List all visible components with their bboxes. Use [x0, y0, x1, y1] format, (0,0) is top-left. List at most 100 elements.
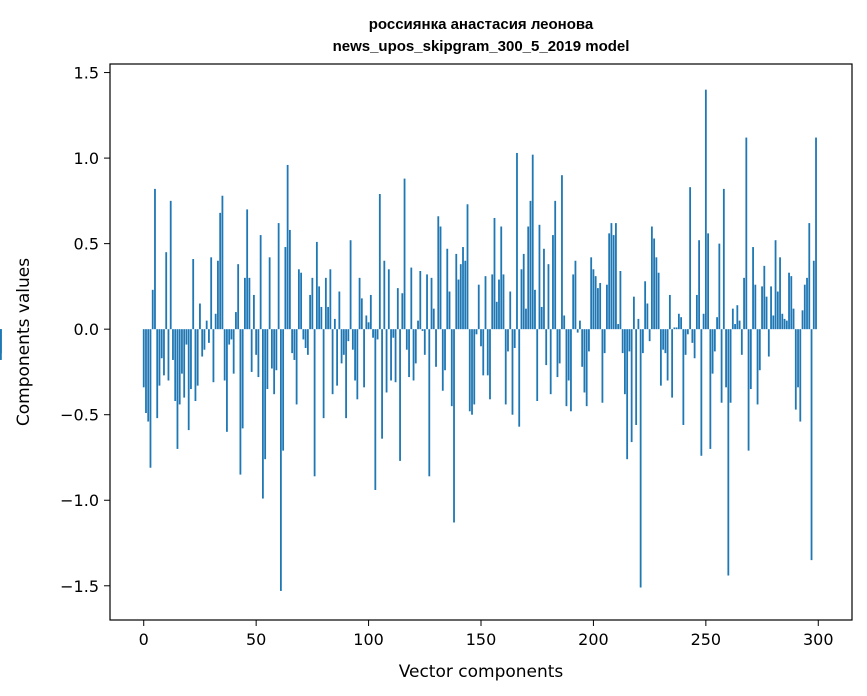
- chart-subtitle: news_upos_skipgram_300_5_2019 model: [333, 38, 630, 55]
- bar: [722, 188, 725, 330]
- bar: [336, 329, 338, 386]
- bar: [356, 329, 359, 400]
- bar: [244, 277, 246, 330]
- bar: [603, 329, 606, 354]
- bar: [450, 329, 453, 407]
- bar: [630, 329, 633, 443]
- bar: [419, 271, 422, 330]
- bar: [462, 247, 464, 330]
- bar: [169, 200, 172, 330]
- y-tick-label: 1.5: [74, 64, 99, 83]
- bar: [761, 286, 763, 330]
- bar: [745, 137, 748, 330]
- bar: [540, 306, 543, 330]
- bar: [734, 324, 736, 330]
- bar: [588, 329, 590, 352]
- bar: [194, 329, 197, 402]
- bar: [262, 329, 264, 499]
- bar: [534, 289, 536, 330]
- bar: [253, 294, 255, 330]
- bar: [765, 296, 768, 330]
- bar: [608, 233, 611, 330]
- bar: [716, 317, 718, 330]
- bar: [437, 216, 440, 330]
- bar: [223, 329, 226, 381]
- bar: [763, 265, 766, 330]
- bar: [650, 226, 653, 330]
- bar: [363, 329, 365, 388]
- bar: [621, 329, 624, 354]
- bar: [554, 200, 557, 330]
- bar: [441, 329, 444, 391]
- bar: [740, 329, 743, 355]
- bar: [507, 329, 509, 352]
- bar: [628, 329, 631, 352]
- bar: [286, 164, 289, 330]
- bar: [192, 259, 195, 330]
- bar: [217, 260, 219, 330]
- bar: [792, 308, 795, 330]
- bar: [190, 329, 192, 390]
- bar: [641, 329, 644, 354]
- bar: [498, 279, 500, 330]
- bar: [405, 329, 408, 350]
- bar: [511, 329, 514, 415]
- bar: [199, 303, 201, 330]
- bar: [154, 188, 156, 330]
- bar: [610, 223, 613, 330]
- y-tick-label: −1.0: [60, 491, 99, 510]
- bar: [686, 329, 689, 335]
- bar: [815, 137, 817, 330]
- bar: [178, 329, 181, 405]
- bar: [671, 329, 674, 398]
- x-tick-label: 100: [353, 630, 384, 649]
- bar: [500, 226, 503, 330]
- bar: [756, 329, 759, 405]
- bar: [151, 289, 154, 330]
- bar: [659, 329, 662, 386]
- bar: [680, 317, 683, 330]
- bar: [318, 286, 321, 330]
- bar: [250, 329, 253, 372]
- bar: [210, 257, 213, 330]
- bar: [662, 329, 665, 350]
- bar: [259, 235, 262, 330]
- bar: [585, 329, 588, 407]
- bar: [624, 329, 626, 395]
- bar: [790, 276, 793, 330]
- bar: [241, 329, 244, 429]
- bar: [785, 320, 788, 330]
- bar: [455, 253, 458, 330]
- bar: [340, 329, 343, 364]
- bar: [682, 329, 685, 425]
- bar: [444, 329, 446, 371]
- bar: [473, 329, 476, 405]
- bar: [255, 329, 258, 355]
- bar: [558, 329, 561, 364]
- bar: [691, 329, 694, 343]
- bar: [491, 274, 494, 330]
- bar: [248, 277, 251, 330]
- bar: [201, 329, 204, 357]
- bar: [601, 329, 604, 403]
- bar: [615, 223, 617, 330]
- bar: [142, 329, 145, 388]
- bar: [664, 329, 667, 354]
- bar: [163, 329, 165, 376]
- bar: [181, 329, 183, 374]
- bar: [160, 329, 163, 359]
- y-axis-label: Components values: [14, 258, 34, 426]
- bar: [439, 226, 442, 330]
- bar: [574, 260, 577, 330]
- bar: [808, 223, 811, 330]
- y-tick-label: 1.0: [74, 149, 99, 168]
- bar: [459, 264, 462, 330]
- bar: [291, 329, 294, 354]
- bar: [311, 277, 314, 330]
- bar: [644, 281, 647, 330]
- y-tick-label: 0.5: [74, 235, 99, 254]
- bar: [806, 277, 808, 330]
- bar: [522, 253, 525, 330]
- bar: [228, 329, 231, 345]
- bar: [781, 313, 784, 330]
